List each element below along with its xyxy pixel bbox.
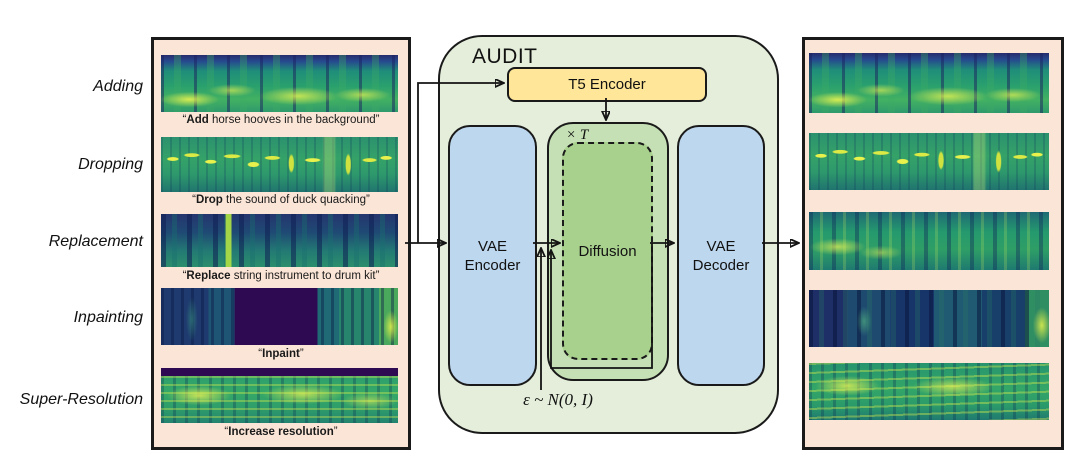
task-label-inpainting: Inpainting [73, 309, 143, 326]
spectrogram-replacement-output [809, 212, 1049, 270]
spectrogram-inpainting-output [809, 290, 1049, 347]
task-label-super-resolution: Super-Resolution [19, 391, 143, 408]
caption-inpainting: “Inpaint” [258, 348, 304, 360]
model-title: AUDIT [472, 45, 538, 68]
caption-replacement: “Replace string instrument to drum kit” [182, 270, 380, 282]
iteration-count-label: × T [566, 127, 589, 143]
spectrogram-adding-input [161, 55, 398, 112]
spectrogram-super-resolution-output [809, 363, 1049, 420]
vae-decoder-label-line1: VAE [706, 237, 736, 255]
noise-label: ε ~ N(0, I) [523, 390, 593, 409]
spectrogram-replacement-input [161, 214, 398, 267]
diffusion-loop-box: × T Diffusion [547, 122, 669, 381]
caption-super-resolution: “Increase resolution” [224, 426, 338, 438]
audit-model-box: AUDIT T5 Encoder VAE Encoder × T Diffusi… [438, 35, 779, 434]
spectrogram-adding-output [809, 53, 1049, 113]
task-label-dropping: Dropping [78, 156, 143, 173]
t5-encoder-box: T5 Encoder [507, 67, 707, 102]
diffusion-box: Diffusion [562, 142, 653, 360]
vae-encoder-box: VAE Encoder [448, 125, 537, 386]
vae-encoder-label-line1: VAE [478, 237, 507, 255]
spectrogram-super-resolution-input [161, 368, 398, 423]
output-examples-panel [802, 37, 1064, 450]
task-label-replacement: Replacement [48, 233, 143, 250]
spectrogram-inpainting-input [161, 288, 398, 345]
vae-decoder-label-line2: Decoder [692, 256, 750, 274]
task-label-adding: Adding [93, 78, 143, 95]
caption-dropping: “Drop the sound of duck quacking” [192, 194, 370, 206]
spectrogram-dropping-output [809, 133, 1049, 190]
vae-decoder-box: VAE Decoder [677, 125, 765, 386]
vae-encoder-label-line2: Encoder [464, 256, 521, 274]
spectrogram-dropping-input [161, 137, 398, 192]
caption-adding: “Add horse hooves in the background” [182, 114, 380, 126]
input-examples-panel: “Add horse hooves in the background” “Dr… [151, 37, 411, 450]
